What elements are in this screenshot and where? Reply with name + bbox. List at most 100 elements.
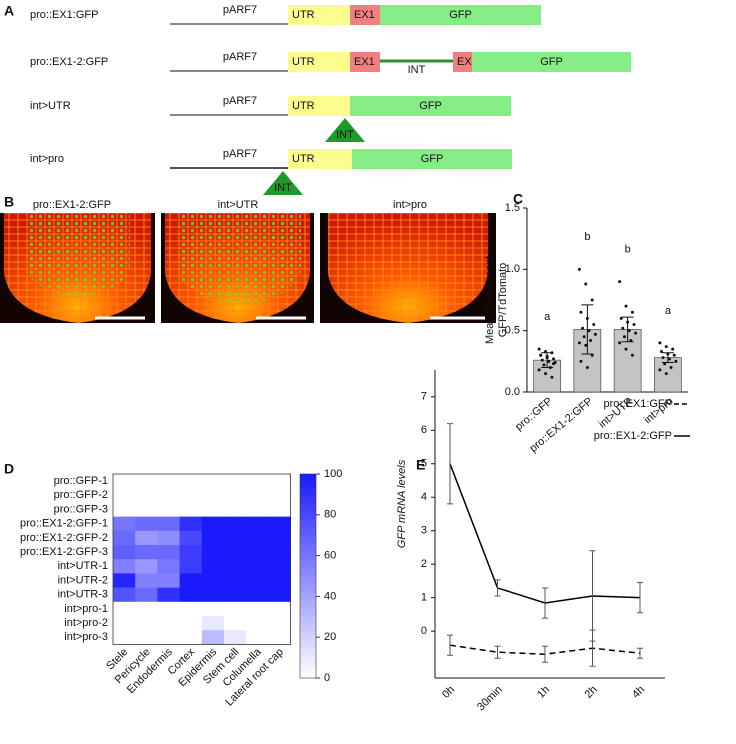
colorbar-tick-label: 20	[324, 631, 336, 643]
promoter-label: pARF7	[223, 51, 257, 63]
significance-letter: b	[625, 244, 631, 256]
heat-cell	[113, 516, 136, 532]
construct-label: int>pro	[30, 153, 64, 165]
gene-part	[288, 5, 350, 25]
data-point	[674, 359, 678, 363]
heat-cell	[179, 601, 203, 617]
gene-part	[350, 5, 380, 25]
heat-cell	[201, 516, 225, 532]
promoter-label: pARF7	[223, 148, 257, 160]
heat-cell	[179, 616, 203, 631]
heat-cell	[157, 474, 180, 489]
gene-part-label: EX1	[354, 9, 375, 21]
heat-cell	[201, 616, 225, 631]
row-label: pro::GFP-1	[54, 475, 108, 487]
heat-cell	[157, 559, 180, 574]
heat-cell	[179, 559, 203, 574]
heat-cell	[246, 502, 269, 517]
heat-cell	[246, 530, 269, 546]
insert-triangle	[325, 118, 365, 142]
error-bar	[589, 550, 596, 642]
heat-cell	[268, 601, 291, 617]
data-point	[663, 362, 667, 366]
row-label: int>pro-2	[64, 617, 108, 629]
heat-cell	[157, 545, 180, 560]
data-point	[672, 353, 676, 357]
data-point	[577, 267, 581, 271]
heat-cell	[224, 559, 247, 574]
heat-cell	[268, 587, 291, 603]
heat-cell	[224, 573, 247, 588]
colorbar-tick-label: 60	[324, 550, 336, 562]
y-axis-label: GFP/TdTomato	[497, 263, 509, 338]
data-point	[630, 353, 634, 357]
x-tick-label: 1h	[535, 684, 552, 701]
y-axis-label: Mean Fluorescent	[484, 256, 496, 344]
heat-cell	[157, 530, 180, 546]
heat-cell	[135, 573, 158, 588]
data-point	[630, 310, 634, 314]
data-point	[544, 350, 548, 354]
data-point	[537, 347, 541, 351]
gene-part-label: UTR	[292, 56, 315, 68]
promoter-label: pARF7	[223, 95, 257, 107]
data-point	[544, 372, 548, 376]
heat-cell	[246, 616, 269, 631]
heat-cell	[113, 601, 136, 617]
row-label: int>pro-3	[64, 631, 108, 643]
data-point	[550, 375, 554, 379]
gene-part-label: UTR	[292, 9, 315, 21]
error-bar	[494, 645, 501, 659]
heat-cell	[201, 488, 225, 503]
data-point	[587, 329, 591, 333]
insert-label: INT	[274, 182, 292, 194]
heat-cell	[113, 502, 136, 517]
data-point	[618, 280, 622, 284]
insert-triangle	[263, 171, 303, 195]
data-point	[590, 353, 594, 357]
data-point	[547, 359, 551, 363]
panel-letter: B	[4, 194, 14, 210]
data-point	[629, 338, 633, 342]
y-tick-label: 5	[421, 458, 427, 470]
heat-cell	[157, 502, 180, 517]
construct-label: pro::EX1:GFP	[30, 9, 98, 21]
heat-cell	[246, 474, 269, 489]
heat-cell	[135, 545, 158, 560]
significance-letter: a	[544, 311, 551, 323]
data-point	[584, 343, 588, 347]
x-tick-label: 4h	[630, 684, 647, 701]
gene-part-label: GFP	[419, 100, 442, 112]
data-point	[589, 338, 593, 342]
data-point	[659, 350, 663, 354]
heat-cell	[268, 502, 291, 517]
y-tick-label: 0	[421, 625, 427, 637]
data-point	[579, 310, 583, 314]
row-label: int>UTR-3	[58, 589, 108, 601]
heat-cell	[179, 474, 203, 489]
heat-cell	[179, 530, 203, 546]
heat-cell	[201, 502, 225, 517]
heat-cell	[135, 502, 158, 517]
row-label: pro::EX1-2:GFP-1	[20, 518, 108, 530]
heat-cell	[268, 516, 291, 532]
data-point	[619, 316, 623, 320]
data-point	[664, 345, 668, 349]
heat-cell	[179, 516, 203, 532]
gene-part	[472, 52, 631, 72]
image-label: int>UTR	[218, 199, 259, 211]
heat-cell	[179, 573, 203, 588]
heat-cell	[113, 488, 136, 503]
data-point	[539, 353, 543, 357]
heat-cell	[179, 587, 203, 603]
data-point	[590, 298, 594, 302]
heat-cell	[113, 630, 136, 645]
colorbar-tick-label: 0	[324, 672, 330, 684]
y-tick-label: 4	[421, 491, 427, 503]
heat-cell	[246, 516, 269, 532]
heat-cell	[268, 559, 291, 574]
heat-cell	[224, 587, 247, 603]
heat-cell	[246, 545, 269, 560]
data-point	[618, 341, 622, 345]
heat-cell	[157, 516, 180, 532]
